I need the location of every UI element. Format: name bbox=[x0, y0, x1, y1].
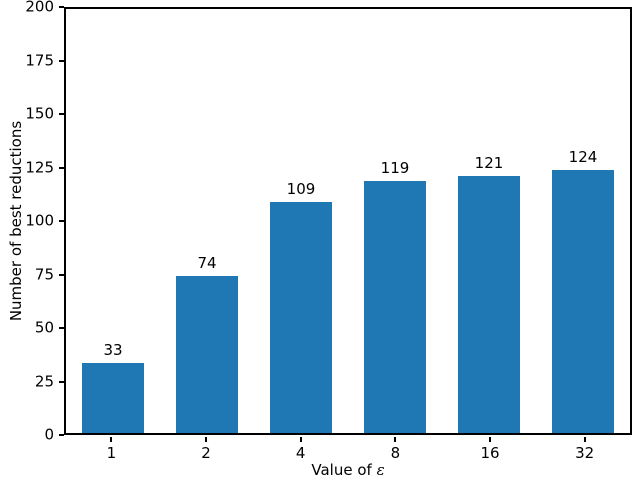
bar-value-label: 124 bbox=[568, 148, 598, 167]
bar-slot: 121 bbox=[442, 9, 536, 433]
y-tick-label: 0 bbox=[44, 425, 54, 444]
y-tick-label: 50 bbox=[34, 318, 54, 337]
y-axis-ticks: 0 25 50 75 100 125 150 175 200 bbox=[0, 0, 64, 442]
bar-value-label: 33 bbox=[103, 341, 123, 360]
x-tick-label: 4 bbox=[295, 444, 306, 462]
y-tick-label: 25 bbox=[34, 372, 54, 390]
y-tick-mark bbox=[59, 380, 64, 383]
y-tick-label: 100 bbox=[25, 211, 54, 230]
x-tick-mark bbox=[110, 437, 113, 442]
x-tick-label: 32 bbox=[575, 444, 595, 462]
y-tick-mark bbox=[59, 59, 64, 62]
y-tick-mark bbox=[59, 327, 64, 329]
bar-slot: 109 bbox=[254, 9, 348, 433]
x-tick-mark bbox=[394, 437, 397, 442]
x-tick: 1 bbox=[64, 437, 159, 461]
y-tick-mark bbox=[59, 273, 64, 276]
x-tick-mark bbox=[205, 437, 207, 442]
bar bbox=[552, 170, 614, 433]
bar bbox=[364, 180, 426, 433]
x-tick: 2 bbox=[159, 437, 254, 461]
x-tick-mark bbox=[299, 437, 302, 442]
bar-slot: 124 bbox=[536, 9, 630, 433]
x-tick-label: 8 bbox=[390, 444, 401, 462]
y-tick-mark bbox=[59, 166, 64, 169]
epsilon-symbol: ε bbox=[376, 461, 385, 479]
y-tick-mark bbox=[59, 113, 64, 115]
x-tick-mark bbox=[583, 437, 586, 442]
y-tick-label: 200 bbox=[25, 0, 54, 16]
bar-value-label: 74 bbox=[197, 254, 217, 273]
y-tick-mark bbox=[59, 220, 64, 222]
bar-slot: 119 bbox=[348, 9, 442, 433]
x-tick-label: 1 bbox=[106, 444, 117, 462]
y-axis-title: Number of best reductions bbox=[6, 120, 25, 322]
x-tick: 4 bbox=[253, 437, 348, 461]
x-axis-ticks: 1 2 4 8 16 32 bbox=[64, 437, 632, 461]
x-tick-mark bbox=[489, 437, 492, 442]
y-tick-mark bbox=[59, 6, 64, 8]
y-tick-label: 125 bbox=[25, 158, 54, 176]
x-tick-label: 2 bbox=[201, 444, 211, 462]
plot-area: 33 74 109 119 121 124 bbox=[64, 7, 632, 435]
y-tick-mark bbox=[59, 434, 64, 436]
bar bbox=[82, 363, 144, 433]
y-tick-label: 150 bbox=[25, 104, 54, 123]
bar-slot: 33 bbox=[66, 9, 160, 433]
y-tick-label: 175 bbox=[25, 51, 54, 69]
x-tick-label: 16 bbox=[480, 444, 500, 462]
bar bbox=[458, 176, 520, 433]
bar-value-label: 109 bbox=[286, 179, 316, 198]
x-tick: 8 bbox=[348, 437, 443, 461]
bar bbox=[270, 201, 332, 433]
y-tick-label: 75 bbox=[34, 265, 54, 283]
bar-slot: 74 bbox=[160, 9, 254, 433]
bar-value-label: 121 bbox=[474, 154, 504, 173]
bar bbox=[176, 276, 238, 433]
x-tick: 16 bbox=[443, 437, 538, 461]
x-tick: 32 bbox=[537, 437, 632, 461]
bar-value-label: 119 bbox=[380, 158, 410, 177]
bars-row: 33 74 109 119 121 124 bbox=[66, 9, 630, 433]
x-axis-title: Value of ε bbox=[311, 462, 384, 479]
x-axis-title-text: Value of bbox=[311, 461, 377, 479]
